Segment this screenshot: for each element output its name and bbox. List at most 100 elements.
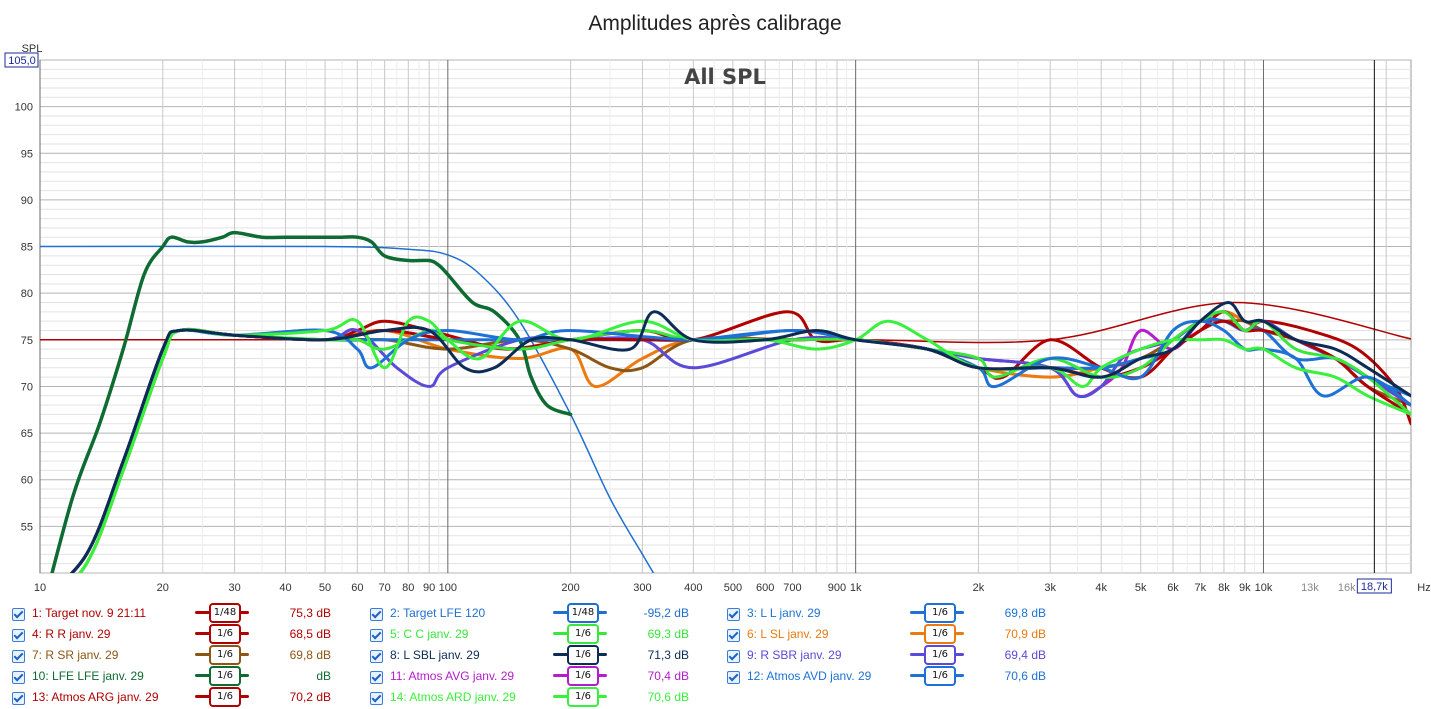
axes: SPL Hz 55 60 65 70 75 80 85 90 95 100 10 20 30 40 50 60… xyxy=(15,43,1431,594)
plot-area[interactable] xyxy=(39,59,1412,574)
y-cursor-marker[interactable] xyxy=(4,52,39,68)
x-tick-label: 50 xyxy=(319,582,331,594)
y-tick-label: 75 xyxy=(21,335,33,347)
legend-item[interactable]: 7: R SR janv. 29 1/6 69,8 dB xyxy=(12,645,342,667)
legend-item[interactable]: 13: Atmos ARG janv. 29 1/6 70,2 dB xyxy=(12,687,342,709)
legend-item[interactable]: 14: Atmos ARD janv. 29 1/6 70,6 dB xyxy=(370,687,700,709)
legend-checkbox[interactable] xyxy=(370,629,383,642)
smoothing-badge[interactable]: 1/6 xyxy=(924,603,956,623)
smoothing-badge[interactable]: 1/6 xyxy=(567,624,599,644)
legend-checkbox[interactable] xyxy=(12,608,25,621)
smoothing-badge[interactable]: 1/6 xyxy=(924,645,956,665)
legend-item[interactable]: 4: R R janv. 29 1/6 68,5 dB xyxy=(12,624,342,646)
x-tick-label: 100 xyxy=(439,582,457,594)
smoothing-badge[interactable]: 1/48 xyxy=(209,603,241,623)
smoothing-badge[interactable]: 1/6 xyxy=(209,666,241,686)
x-tick-label: 6k xyxy=(1167,582,1179,594)
legend-item[interactable]: 3: L L janv. 29 1/6 69,8 dB xyxy=(727,603,1057,625)
smoothing-badge[interactable]: 1/6 xyxy=(924,666,956,686)
cursor-markers[interactable]: 105,0 18,7k xyxy=(4,52,1392,594)
x-tick-label: 90 xyxy=(423,582,435,594)
legend-value: 70,9 dB xyxy=(1004,627,1046,641)
smoothing-badge[interactable]: 1/6 xyxy=(567,645,599,665)
legend-checkbox[interactable] xyxy=(727,671,740,684)
x-tick-label: 70 xyxy=(379,582,391,594)
legend-checkbox[interactable] xyxy=(12,692,25,705)
x-axis-unit: Hz xyxy=(1417,582,1430,594)
y-tick-label: 55 xyxy=(21,521,33,533)
legend-item[interactable]: 8: L SBL janv. 29 1/6 71,3 dB xyxy=(370,645,700,667)
y-tick-label: 95 xyxy=(21,148,33,160)
x-tick-label: 60 xyxy=(351,582,363,594)
legend-item[interactable]: 5: C C janv. 29 1/6 69,3 dB xyxy=(370,624,700,646)
legend-value: 70,4 dB xyxy=(647,669,689,683)
y-tick-label: 90 xyxy=(21,195,33,207)
legend-value: dB xyxy=(316,669,331,683)
legend-value: 69,8 dB xyxy=(1004,606,1046,620)
legend-label: 5: C C janv. 29 xyxy=(390,627,469,641)
legend-value: 69,8 dB xyxy=(289,648,331,662)
legend-label: 4: R R janv. 29 xyxy=(32,627,111,641)
legend-value: 71,3 dB xyxy=(647,648,689,662)
x-tick-label: 1k xyxy=(850,582,862,594)
legend-item[interactable]: 9: R SBR janv. 29 1/6 69,4 dB xyxy=(727,645,1057,667)
legend-checkbox[interactable] xyxy=(370,671,383,684)
x-tick-label: 9k xyxy=(1239,582,1251,594)
y-tick-label: 85 xyxy=(21,242,33,254)
legend-label: 7: R SR janv. 29 xyxy=(32,648,119,662)
legend-checkbox[interactable] xyxy=(370,608,383,621)
y-tick-label: 60 xyxy=(21,475,33,487)
legend-label: 11: Atmos AVG janv. 29 xyxy=(390,669,515,683)
smoothing-badge[interactable]: 1/6 xyxy=(567,666,599,686)
legend-item[interactable]: 11: Atmos AVG janv. 29 1/6 70,4 dB xyxy=(370,666,700,688)
series-line-2[interactable] xyxy=(40,245,665,591)
chart-subtitle: All SPL xyxy=(684,65,766,89)
smoothing-badge[interactable]: 1/6 xyxy=(567,687,599,707)
smoothing-badge[interactable]: 1/6 xyxy=(209,645,241,665)
x-tick-label: 2k xyxy=(973,582,985,594)
legend-label: 14: Atmos ARD janv. 29 xyxy=(390,690,516,704)
smoothing-badge[interactable]: 1/6 xyxy=(209,687,241,707)
x-tick-label: 200 xyxy=(561,582,579,594)
series-line-8[interactable] xyxy=(40,301,1411,601)
x-tick-label: 400 xyxy=(684,582,702,594)
legend-label: 12: Atmos AVD janv. 29 xyxy=(747,669,872,683)
legend-checkbox[interactable] xyxy=(727,608,740,621)
legend-label: 1: Target nov. 9 21:11 xyxy=(32,606,147,620)
legend-item[interactable]: 10: LFE LFE janv. 29 1/6 dB xyxy=(12,666,342,688)
smoothing-badge[interactable]: 1/6 xyxy=(924,624,956,644)
legend-value: 75,3 dB xyxy=(289,606,331,620)
legend-checkbox[interactable] xyxy=(370,692,383,705)
legend-item[interactable]: 6: L SL janv. 29 1/6 70,9 dB xyxy=(727,624,1057,646)
x-cursor-marker[interactable] xyxy=(1356,578,1392,594)
legend-checkbox[interactable] xyxy=(727,629,740,642)
x-tick-label: 30 xyxy=(228,582,240,594)
legend-checkbox[interactable] xyxy=(12,629,25,642)
legend-item[interactable]: 12: Atmos AVD janv. 29 1/6 70,6 dB xyxy=(727,666,1057,688)
legend-value: 68,5 dB xyxy=(289,627,331,641)
legend-checkbox[interactable] xyxy=(727,650,740,663)
legend-item[interactable]: 2: Target LFE 120 1/48 -95,2 dB xyxy=(370,603,700,625)
legend-checkbox[interactable] xyxy=(12,650,25,663)
legend-value: 70,6 dB xyxy=(647,690,689,704)
legend-item[interactable]: 1: Target nov. 9 21:11 1/48 75,3 dB xyxy=(12,603,342,625)
legend-checkbox[interactable] xyxy=(370,650,383,663)
spl-chart: Amplitudes après calibrage SPL Hz 55 60 65… xyxy=(4,12,1431,601)
chart-title: Amplitudes après calibrage xyxy=(588,12,841,35)
x-cursor-value: 18,7k xyxy=(1361,581,1388,593)
x-tick-label: 500 xyxy=(724,582,742,594)
legend-label: 8: L SBL janv. 29 xyxy=(390,648,480,662)
x-tick-label: 700 xyxy=(783,582,801,594)
y-tick-label: 100 xyxy=(15,102,33,114)
series-line-10[interactable] xyxy=(40,230,573,600)
smoothing-badge[interactable]: 1/6 xyxy=(209,624,241,644)
smoothing-badge[interactable]: 1/48 xyxy=(567,603,599,623)
legend-value: -95,2 dB xyxy=(643,606,689,620)
legend-checkbox[interactable] xyxy=(12,671,25,684)
y-tick-label: 65 xyxy=(21,428,33,440)
y-axis-unit: SPL xyxy=(22,43,43,55)
x-tick-label: 600 xyxy=(756,582,774,594)
x-tick-label: 900 xyxy=(828,582,846,594)
legend: 1: Target nov. 9 21:11 1/48 75,3 dB 2: Targ… xyxy=(0,600,1431,709)
y-tick-label: 70 xyxy=(21,381,33,393)
